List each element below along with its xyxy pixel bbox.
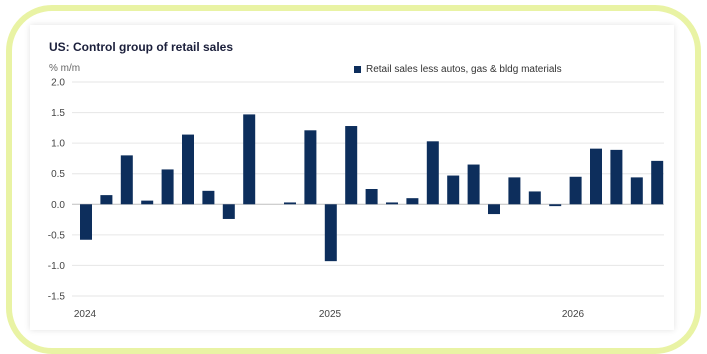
y-tick-label: -1.0 [48,261,66,272]
x-tick-label: 2026 [562,309,585,320]
bar [508,177,521,205]
bar [284,202,296,205]
bar [182,134,194,205]
y-tick-label: 0.5 [51,169,65,180]
bar [222,204,235,219]
bar [141,200,154,205]
bar [549,204,562,207]
y-tick-label: 0.0 [51,200,65,211]
bar [651,160,664,205]
legend-label: Retail sales less autos, gas & bldg mate… [366,64,562,75]
bar [447,175,460,205]
bar [120,155,133,205]
bar [590,148,602,205]
bar [80,204,92,240]
bar [202,190,215,205]
y-tick-label: -0.5 [48,230,66,241]
bar [630,177,643,205]
y-tick-label: 1.5 [51,108,65,119]
legend: Retail sales less autos, gas & bldg mate… [354,64,562,75]
bar [386,202,398,205]
bar [569,176,582,205]
x-tick-label: 2025 [319,309,342,320]
bar [345,126,358,205]
bar [324,204,337,262]
bar [161,169,174,205]
bar [100,195,113,205]
y-tick-label: 1.0 [51,139,65,150]
bar [426,141,439,205]
chart-title: US: Control group of retail sales [49,40,234,54]
bar [406,198,419,205]
y-axis-unit: % m/m [49,63,81,74]
bar [243,114,256,205]
bar [467,164,480,205]
y-tick-label: -1.5 [48,292,66,303]
bar [488,204,500,215]
x-tick-label: 2024 [74,309,97,320]
y-tick-label: 2.0 [51,78,65,89]
legend-swatch [354,66,361,73]
bar [365,189,378,205]
bar [528,191,541,205]
bar [304,130,317,205]
bar [610,149,623,205]
